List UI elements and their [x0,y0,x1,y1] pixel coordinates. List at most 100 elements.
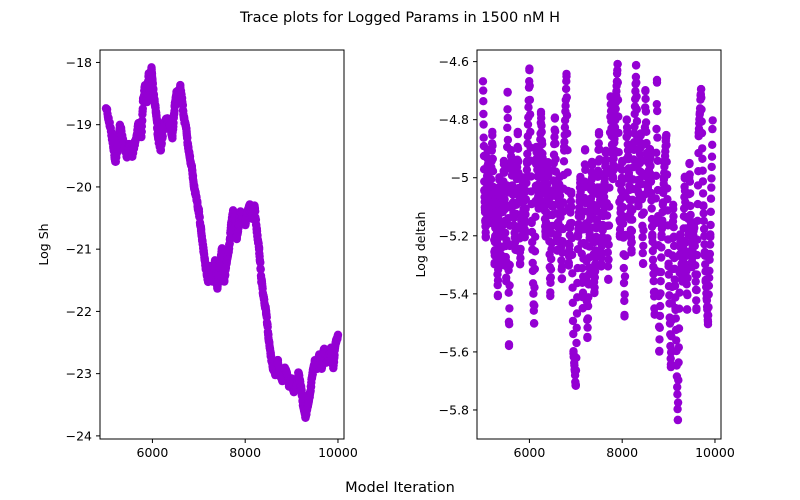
data-point [559,198,568,207]
data-point [703,317,713,326]
data-point [513,127,522,137]
data-point [705,249,715,259]
data-point [705,266,714,275]
data-point [653,133,662,142]
data-point [610,134,619,144]
data-point [513,144,523,153]
data-point [486,175,496,184]
data-point [663,195,672,204]
data-point [546,265,556,274]
data-point [656,289,665,298]
data-point [550,114,560,123]
data-point [627,245,636,254]
data-point [656,301,665,311]
data-point [697,128,707,138]
trace-plot-log-sh: 6000 8000 10000 −24 −23 −22 −21 −20 −19 −18 Log Sh [36,49,358,460]
y-tick-label: −19 [66,117,92,132]
figure-title: Trace plots for Logged Params in 1500 nM… [239,10,560,26]
data-point [503,113,512,123]
data-point [168,134,177,143]
data-point [707,152,717,161]
data-point [499,168,509,177]
data-point [683,273,692,283]
data-point [669,212,678,221]
data-point [580,145,590,154]
data-point [632,92,641,101]
data-point [567,250,577,260]
data-point [691,261,700,270]
data-point [638,259,648,269]
data-point [705,273,714,282]
data-point [652,148,661,157]
data-point [581,165,590,174]
data-point [488,167,498,176]
data-point [560,137,569,147]
data-point [501,228,510,237]
data-point [522,165,532,174]
data-point [674,324,684,333]
data-point [527,187,536,196]
data-point [673,404,682,414]
data-point [595,144,604,154]
data-point [646,161,655,171]
data-point [698,177,708,186]
data-point [622,115,631,124]
data-point [503,135,513,145]
data-point [705,255,714,264]
data-point [620,272,630,281]
data-point [648,255,658,264]
data-point [572,353,581,362]
data-point [605,202,614,211]
data-point [641,86,650,96]
data-point [603,262,613,271]
data-point [618,219,628,228]
data-point [621,251,630,261]
data-point [488,154,497,163]
data-point [604,255,613,264]
data-point [138,104,147,113]
data-point [639,208,648,217]
data-point [590,267,600,276]
data-point [568,269,577,278]
data-point [614,112,623,121]
data-point [685,159,694,169]
data-point [529,289,538,298]
data-point [526,172,536,181]
data-point [692,250,702,260]
data-point [683,290,692,300]
data-point [505,320,514,329]
data-point [704,311,713,320]
data-point [638,232,647,242]
data-point [547,254,556,264]
data-point [333,330,343,339]
data-point [571,381,580,390]
data-point [646,153,655,162]
data-point [620,290,629,299]
data-point [697,105,706,114]
data-point [590,283,599,292]
data-point [516,244,525,254]
data-point [563,146,572,155]
data-point [251,207,260,216]
data-point [653,106,662,116]
data-point [551,127,560,136]
data-point [503,105,512,114]
y-tick-label: −5.8 [439,402,469,417]
data-point [669,232,679,241]
data-point [479,120,488,129]
data-point [521,217,530,226]
data-point [666,341,675,351]
data-point [619,263,628,273]
data-point [697,93,706,102]
data-point [611,104,620,114]
data-point [613,95,623,105]
data-point [639,226,648,235]
data-point [479,109,488,119]
data-point [669,223,678,232]
data-point [698,189,708,198]
data-point [645,144,655,154]
data-point [617,165,627,175]
data-point [619,278,629,288]
data-point [632,117,642,126]
